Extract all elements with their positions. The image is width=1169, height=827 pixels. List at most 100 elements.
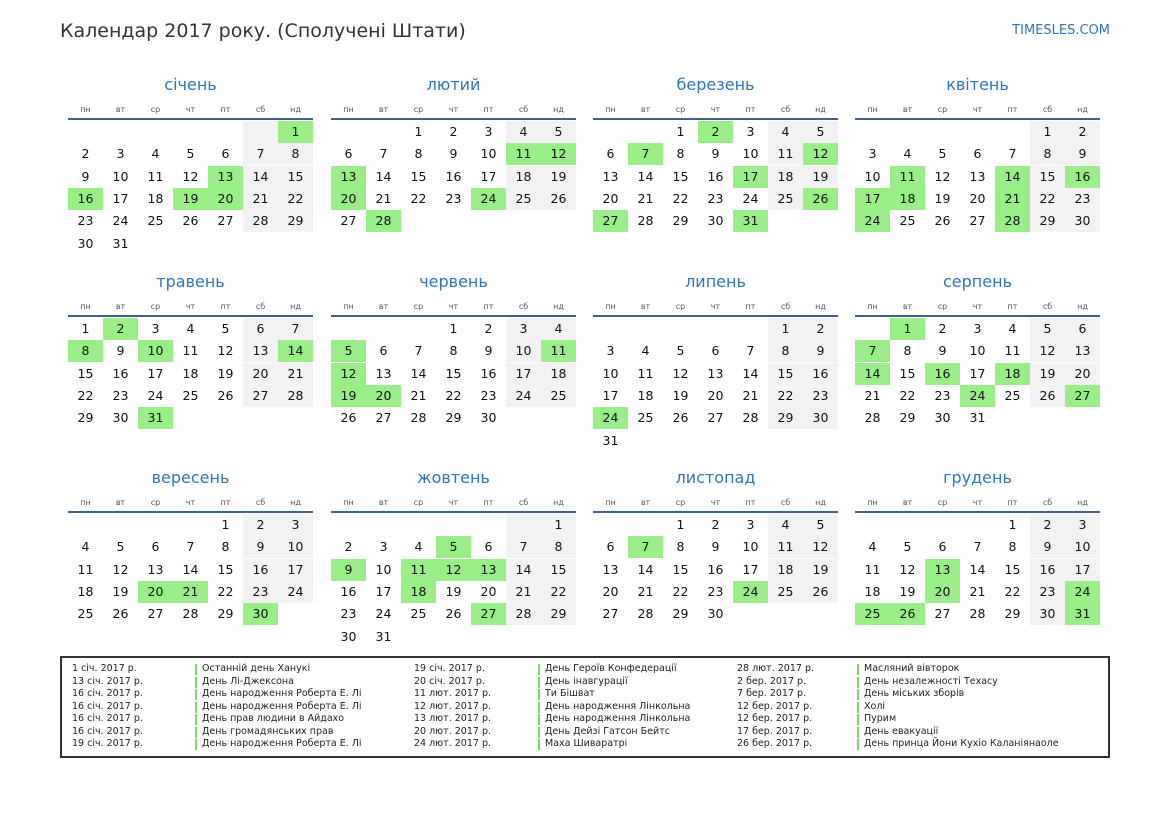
day: 19: [112, 583, 129, 599]
day: 10: [375, 561, 392, 577]
weekday: нд: [815, 105, 826, 114]
day: 26: [934, 213, 951, 229]
holiday-date: 12 бер. 2017 р.: [737, 700, 813, 712]
day: 13: [375, 365, 392, 381]
weekday: пн: [867, 498, 878, 507]
day: [995, 121, 1030, 143]
weekday: ср: [675, 302, 686, 311]
day: 3: [606, 343, 615, 359]
weekday: нд: [553, 302, 564, 311]
weekday: нд: [815, 498, 826, 507]
holiday-date: 16 січ. 2017 р.: [72, 725, 143, 737]
day: 9: [1030, 536, 1065, 559]
day: 10: [742, 539, 759, 555]
day: 27: [707, 410, 724, 426]
day: 6: [711, 343, 720, 359]
holiday-day: 18: [401, 580, 436, 603]
holiday-day: 31: [1065, 603, 1100, 626]
holiday-day: 18: [995, 362, 1030, 385]
day: 29: [541, 603, 576, 626]
holiday-day: 28: [366, 210, 401, 233]
weekday: вт: [902, 302, 913, 311]
day: 12: [1030, 340, 1065, 363]
holiday-marker: [538, 701, 540, 713]
holiday-day: 11: [401, 558, 436, 581]
day: 13: [1065, 340, 1100, 363]
day: 3: [746, 124, 755, 139]
weekday: вт: [115, 302, 126, 311]
day: 14: [410, 365, 427, 381]
holiday-date: 12 бер. 2017 р.: [737, 713, 813, 724]
holiday-marker: [538, 664, 540, 675]
holiday-name: День Дейзі Гатсон Бейтс: [545, 725, 670, 737]
holiday-marker: [195, 701, 197, 713]
day: 5: [903, 539, 912, 555]
header-rule: [68, 315, 313, 317]
holiday-name: Останній день Ханукі: [202, 663, 311, 674]
day: 1: [414, 124, 423, 139]
day: 26: [217, 387, 234, 403]
day: 10: [602, 365, 619, 381]
day: 21: [243, 187, 278, 210]
day: 6: [243, 318, 278, 340]
weekday: чт: [710, 105, 721, 114]
holiday-marker: [857, 664, 859, 675]
day: 15: [445, 365, 462, 381]
holiday-day: 31: [138, 407, 173, 430]
holiday-date: 16 січ. 2017 р.: [72, 688, 143, 699]
weekday: вт: [378, 498, 389, 507]
day: 16: [340, 583, 357, 599]
day: 15: [77, 365, 94, 381]
day: 30: [340, 628, 357, 644]
day: 23: [480, 387, 497, 403]
day: 21: [637, 190, 654, 206]
day: 14: [243, 165, 278, 188]
site-link[interactable]: TIMESLES.COM: [1012, 23, 1110, 38]
holiday-date: 19 січ. 2017 р.: [72, 738, 143, 749]
day: 29: [672, 606, 689, 622]
holiday-marker: [195, 664, 197, 675]
day: 1: [1008, 517, 1017, 532]
day: 19: [899, 583, 916, 599]
holiday-day: 27: [593, 210, 628, 233]
holiday-day: 17: [733, 165, 768, 188]
day: 7: [414, 343, 423, 359]
day: 8: [414, 146, 423, 162]
day: 27: [375, 410, 392, 426]
weekday: пт: [483, 105, 494, 114]
weekday: нд: [553, 105, 564, 114]
holiday-day: 16: [68, 187, 103, 210]
day: [855, 121, 890, 143]
day: [331, 514, 366, 536]
holiday-name: День народження Роберта Е. Лі: [202, 688, 362, 699]
day: 9: [243, 536, 278, 559]
day: 21: [864, 387, 881, 403]
day: 13: [602, 561, 619, 577]
header-rule: [331, 511, 576, 513]
holiday-day: 30: [243, 603, 278, 626]
weekday: нд: [1077, 105, 1088, 114]
holiday-date: 1 січ. 2017 р.: [72, 663, 137, 674]
day: 22: [672, 583, 689, 599]
day: 17: [506, 362, 541, 385]
day: 22: [217, 583, 234, 599]
holiday-day: 24: [1065, 580, 1100, 603]
weekday: чт: [972, 498, 983, 507]
day: 2: [484, 321, 493, 336]
day: 11: [147, 168, 164, 184]
day: 22: [410, 190, 427, 206]
day: 26: [445, 606, 462, 622]
holiday-day: 5: [436, 536, 471, 559]
weekday: ср: [413, 498, 424, 507]
day: 17: [375, 583, 392, 599]
holiday-date: 20 лют. 2017 р.: [414, 725, 491, 737]
day: 22: [445, 387, 462, 403]
day: 3: [868, 146, 877, 162]
day: 24: [112, 213, 129, 229]
weekday: пн: [80, 105, 91, 114]
month-name: березень: [676, 75, 755, 94]
holiday-day: 26: [890, 603, 925, 626]
header-rule: [855, 511, 1100, 513]
day: 8: [278, 143, 313, 166]
holiday-name: День незалежності Техасу: [864, 675, 998, 687]
